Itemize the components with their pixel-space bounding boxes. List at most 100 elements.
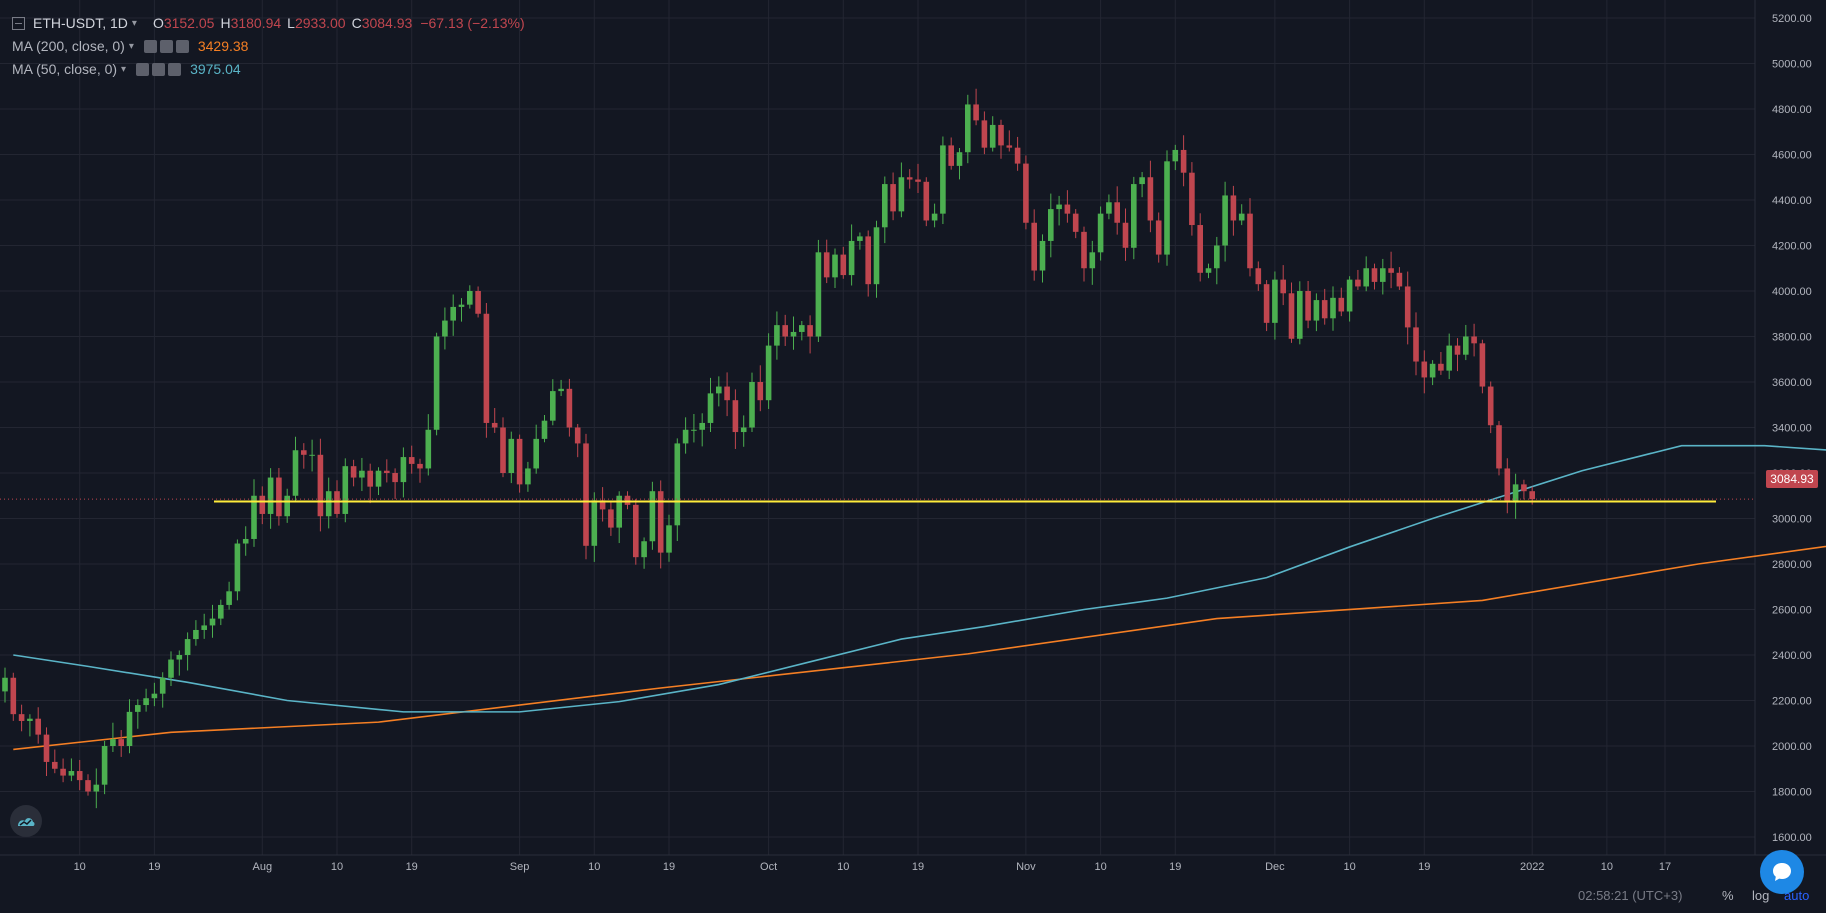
candle-body — [732, 400, 739, 433]
price-axis[interactable]: 5200.00 5000.00 4800.00 4600.00 4400.00 4200.… — [1754, 0, 1812, 855]
price-tick-label: 3800.00 — [1772, 332, 1812, 344]
candle-body — [533, 438, 539, 469]
candle-body — [790, 331, 797, 337]
log-scale-button[interactable]: log — [1752, 888, 1770, 903]
ma50-legend[interactable]: MA (50, close, 0) ▾ 3975.04 — [12, 58, 525, 81]
high-label: H — [220, 15, 231, 31]
candle-body — [350, 466, 357, 478]
candle-body — [242, 538, 249, 544]
candle-body — [118, 739, 124, 746]
candle-body — [1172, 149, 1179, 162]
candle-body — [765, 345, 772, 401]
candle-body — [1487, 386, 1494, 426]
candle-body — [1122, 222, 1129, 248]
price-tick-label: 5200.00 — [1772, 13, 1812, 25]
candle-body — [550, 391, 556, 421]
candle-body — [1072, 213, 1079, 232]
candle-body — [491, 422, 498, 428]
candle-body — [516, 438, 523, 485]
candle-body — [52, 761, 58, 769]
clock-display[interactable]: 02:58:21 (UTC+3) — [1578, 888, 1683, 903]
candle-body — [1355, 279, 1361, 287]
candle-body — [1131, 184, 1137, 248]
percent-scale-button[interactable]: % — [1722, 888, 1734, 903]
chevron-down-icon[interactable]: ▾ — [128, 41, 134, 52]
low-value: 2933.00 — [294, 15, 346, 31]
candle-body — [1097, 213, 1104, 253]
visibility-icon[interactable] — [143, 40, 157, 53]
candle-body — [1305, 291, 1311, 321]
time-tick-label: 10 — [74, 861, 86, 873]
candle-body — [27, 718, 33, 721]
time-tick-label: 10 — [1343, 861, 1355, 873]
candle-body — [442, 320, 448, 337]
chat-bubble-icon — [1773, 863, 1791, 881]
symbol-title[interactable]: ETH-USDT, 1D — [33, 15, 128, 31]
chevron-down-icon[interactable]: ▾ — [131, 18, 137, 29]
ma200-label: MA (200, close, 0) — [12, 38, 125, 54]
price-tick-label: 2600.00 — [1772, 605, 1812, 617]
candle-body — [657, 491, 664, 553]
price-tick-label: 2400.00 — [1772, 650, 1812, 662]
ma200-path — [13, 545, 1826, 751]
candle-body — [284, 495, 290, 517]
candle-body — [873, 227, 880, 285]
price-tick-label: 2000.00 — [1772, 741, 1812, 753]
time-tick-label: Dec — [1265, 861, 1285, 873]
candle-body — [1413, 327, 1419, 362]
collapse-icon[interactable] — [12, 17, 25, 30]
ma200-legend[interactable]: MA (200, close, 0) ▾ 3429.38 — [12, 35, 525, 58]
candle-body — [1512, 484, 1519, 503]
candle-body — [583, 443, 589, 546]
visibility-icon[interactable] — [136, 63, 150, 76]
ma50-label: MA (50, close, 0) — [12, 61, 118, 77]
high-value: 3180.94 — [230, 15, 282, 31]
price-tick-label: 1600.00 — [1772, 832, 1812, 844]
time-tick-label: 19 — [148, 861, 160, 873]
grid-lines — [0, 0, 1755, 855]
price-tick-label: 4200.00 — [1772, 241, 1812, 253]
candle-body — [483, 313, 490, 423]
candle-body — [1454, 345, 1461, 355]
candle-body — [541, 420, 548, 439]
candle-body — [10, 677, 17, 715]
ma200-value: 3429.38 — [197, 38, 249, 54]
candle-body — [425, 429, 432, 469]
time-tick-label: 10 — [1094, 861, 1106, 873]
logo-icon[interactable] — [10, 805, 42, 837]
time-tick-label: 19 — [663, 861, 675, 873]
settings-icon[interactable] — [159, 40, 173, 53]
candle-body — [1238, 213, 1245, 221]
candle-body — [1429, 363, 1436, 378]
candle-body — [1338, 297, 1345, 312]
candle-body — [782, 325, 788, 337]
candle-body — [1280, 279, 1286, 294]
time-tick-label: 19 — [406, 861, 418, 873]
price-tick-label: 4800.00 — [1772, 104, 1812, 116]
symbol-row: ETH-USDT, 1D ▾ O 3152.05 H 3180.94 L 2933.0… — [12, 12, 525, 35]
chat-support-button[interactable] — [1760, 850, 1804, 894]
candle-body — [823, 252, 830, 278]
candle-body — [591, 500, 598, 546]
candle-body — [1346, 279, 1353, 312]
candle-body — [799, 325, 805, 332]
candle-body — [1272, 279, 1278, 323]
candle-body — [882, 184, 888, 228]
candle-body — [226, 591, 232, 605]
candle-body — [433, 336, 440, 430]
time-axis[interactable]: 10 19 Aug 10 19 Sep 10 19 Oct 10 19 Nov 10 19 Dec 10 19 2… — [0, 854, 1826, 873]
candle-body — [1396, 272, 1403, 287]
chevron-down-icon[interactable]: ▾ — [121, 64, 127, 75]
candle-body — [151, 693, 158, 699]
close-icon[interactable] — [168, 63, 182, 76]
candle-body — [749, 382, 755, 428]
candle-body — [35, 718, 41, 735]
settings-icon[interactable] — [152, 63, 166, 76]
candle-body — [1521, 484, 1527, 492]
close-icon[interactable] — [175, 40, 189, 53]
candle-body — [707, 393, 714, 423]
candle-body — [342, 466, 349, 514]
candle-body — [18, 714, 25, 721]
candle-body — [176, 655, 183, 660]
